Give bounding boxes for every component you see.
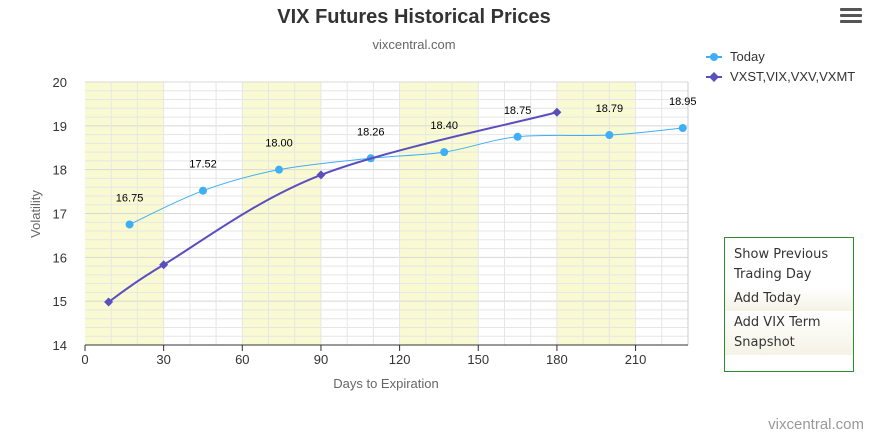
point-term[interactable] [159, 260, 169, 270]
series-line-today [129, 127, 683, 225]
add-today-button[interactable]: Add Today [725, 287, 853, 311]
data-labels: 16.75 17.52 18.00 18.26 18.40 18.75 18.79 18.95 [116, 96, 697, 204]
data-label-today: 17.52 [189, 159, 217, 171]
y-axis-ticks: 14 15 16 17 18 19 20 [53, 75, 67, 353]
legend-label-today: Today [730, 49, 765, 64]
show-previous-day-button[interactable]: Show Previous Trading Day [734, 247, 829, 282]
point-today[interactable] [678, 124, 687, 133]
y-tick-label: 15 [53, 294, 67, 309]
series-line-term [108, 111, 558, 303]
x-tick-label: 210 [625, 352, 647, 367]
y-tick-label: 17 [53, 207, 67, 222]
x-axis-ticks: 0 30 60 90 120 150 180 210 [81, 345, 646, 367]
chart-title: VIX Futures Historical Prices [277, 6, 550, 28]
point-today[interactable] [605, 131, 614, 140]
x-tick-label: 60 [235, 352, 249, 367]
y-tick-label: 20 [53, 75, 67, 90]
data-label-today: 18.79 [596, 103, 624, 115]
legend-item-today[interactable]: Today [706, 49, 765, 64]
x-tick-label: 90 [314, 352, 328, 367]
point-today[interactable] [275, 165, 284, 174]
legend-marker-term [709, 72, 719, 82]
x-tick-label: 120 [389, 352, 411, 367]
chart-menu-button[interactable] [840, 8, 862, 26]
data-label-today: 18.40 [430, 120, 458, 132]
data-label-today: 18.75 [504, 105, 532, 117]
data-label-today: 16.75 [116, 192, 144, 204]
point-today[interactable] [440, 148, 449, 157]
data-label-today: 18.00 [265, 138, 293, 150]
x-axis-title: Days to Expiration [333, 376, 439, 391]
credit-link[interactable]: vixcentral.com [768, 416, 864, 433]
y-tick-label: 18 [53, 163, 67, 178]
x-tick-label: 180 [546, 352, 568, 367]
legend: Today VXST,VIX,VXV,VXMT [706, 49, 855, 84]
grid-lines [85, 81, 689, 346]
options-panel: Show Previous Trading Day Add Today Add … [724, 237, 854, 372]
point-term[interactable] [104, 297, 114, 307]
legend-item-term[interactable]: VXST,VIX,VXV,VXMT [706, 69, 855, 84]
chart-subtitle: vixcentral.com [372, 37, 455, 52]
point-term[interactable] [552, 107, 562, 117]
y-tick-label: 16 [53, 250, 67, 265]
point-today[interactable] [198, 186, 207, 195]
point-term[interactable] [316, 170, 326, 180]
point-today[interactable] [513, 132, 522, 141]
series-layer [104, 107, 687, 307]
data-label-today: 18.26 [357, 126, 385, 138]
data-label-today: 18.95 [669, 96, 697, 108]
hamburger-menu-icon [840, 8, 862, 11]
point-today[interactable] [125, 220, 134, 229]
y-axis-title: Volatility [28, 190, 43, 238]
legend-marker-today [710, 53, 718, 61]
x-tick-label: 0 [81, 352, 88, 367]
legend-label-term: VXST,VIX,VXV,VXMT [730, 69, 855, 84]
x-tick-label: 30 [156, 352, 170, 367]
y-tick-label: 14 [53, 338, 67, 353]
y-tick-label: 19 [53, 119, 67, 134]
add-vix-term-snapshot-button[interactable]: Add VIX Term Snapshot [725, 311, 853, 355]
x-tick-label: 150 [467, 352, 489, 367]
